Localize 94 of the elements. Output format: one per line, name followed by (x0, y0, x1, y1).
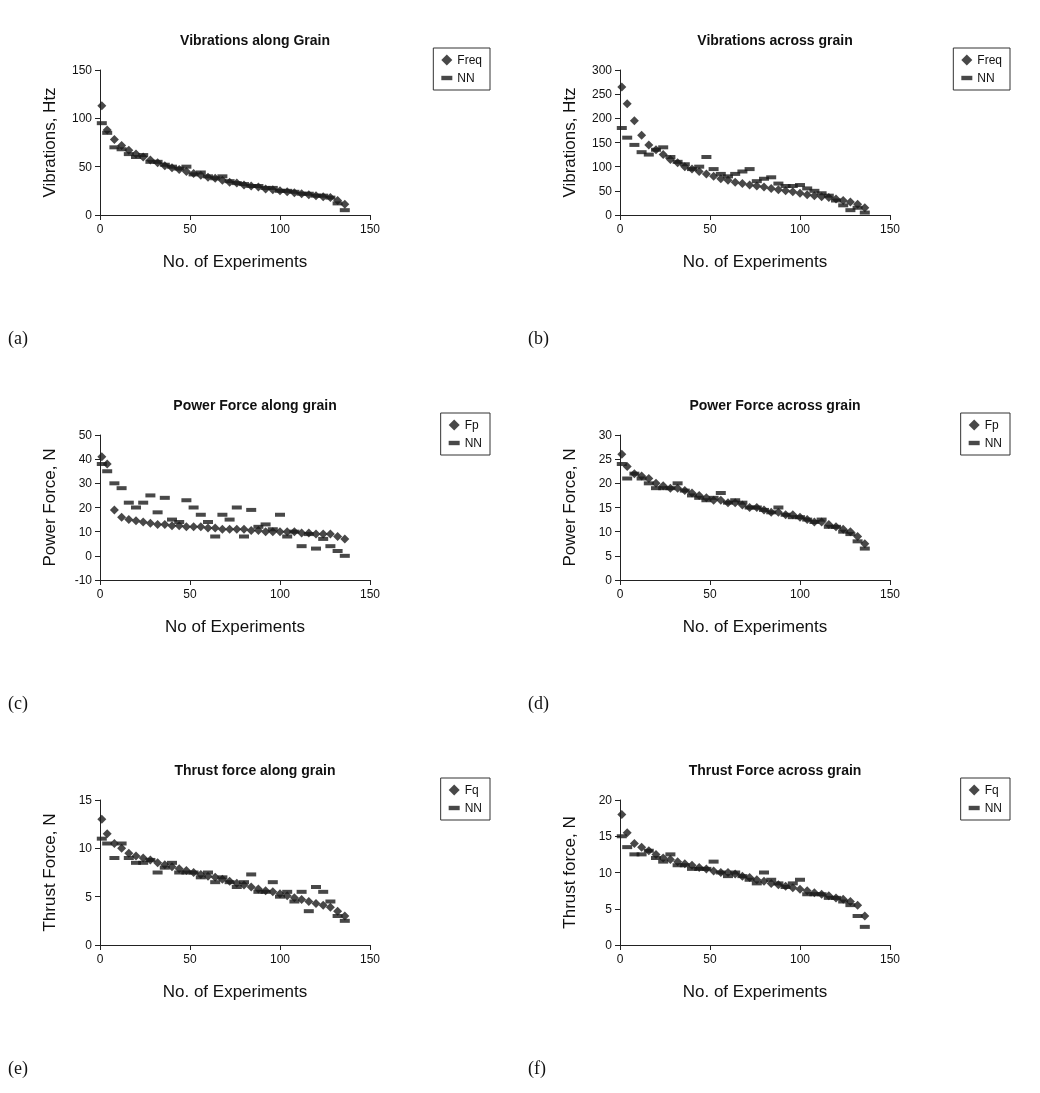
legend-label: NN (977, 71, 995, 85)
y-tick-label: 0 (85, 938, 93, 952)
y-tick-label: 0 (85, 548, 93, 563)
y-tick-label: 200 (591, 111, 613, 126)
y-tick-label: 300 (591, 63, 613, 77)
y-tick-label: 10 (78, 841, 93, 856)
legend-label: Freq (457, 53, 483, 67)
x-tick-label: 0 (616, 587, 624, 601)
chart-title: Thrust Force across grain (688, 762, 862, 778)
text: (c) (8, 693, 28, 714)
legend-label: Fp (984, 418, 999, 432)
y-axis-title: Thrust force, N (560, 816, 579, 929)
x-axis-title: No. of Experiments (682, 252, 828, 271)
x-tick-label: 50 (703, 222, 717, 236)
y-tick-label: -10 (74, 573, 93, 587)
chart-title: Vibrations along Grain (180, 32, 330, 48)
y-tick-label: 150 (591, 135, 613, 150)
x-axis-title: No. of Experiments (682, 617, 828, 636)
y-tick-label: 0 (605, 208, 613, 222)
y-tick-label: 0 (85, 208, 93, 222)
y-tick-label: 50 (78, 159, 93, 174)
x-tick-label: 150 (879, 587, 901, 601)
legend-label: NN (984, 801, 1003, 815)
y-tick-label: 5 (605, 901, 613, 916)
y-tick-label: 30 (78, 476, 93, 491)
legend-label: Fp (464, 418, 479, 432)
x-tick-label: 100 (269, 587, 291, 601)
x-tick-label: 0 (616, 952, 624, 966)
y-tick-label: 0 (605, 573, 613, 587)
y-tick-label: 20 (598, 476, 613, 491)
chart-title: Power Force across grain (689, 397, 861, 413)
x-tick-label: 0 (96, 222, 104, 236)
x-tick-label: 150 (359, 587, 381, 601)
chart-title: Thrust force along grain (174, 762, 336, 778)
y-tick-label: 25 (598, 452, 613, 467)
x-tick-label: 50 (703, 952, 717, 966)
x-tick-label: 0 (96, 952, 104, 966)
chart-title: Vibrations across grain (697, 32, 853, 48)
y-tick-label: 30 (598, 428, 613, 442)
x-tick-label: 50 (703, 587, 717, 601)
y-axis-title: Vibrations, Htz (560, 87, 579, 198)
text: (b) (528, 328, 549, 349)
y-tick-label: 20 (598, 793, 613, 807)
x-tick-label: 150 (879, 222, 901, 236)
text: (f) (528, 1058, 546, 1079)
y-axis-title: Thrust Force, N (40, 813, 59, 932)
legend-label: NN (464, 801, 483, 815)
y-tick-label: 40 (78, 452, 93, 467)
y-axis-title: Vibrations, Htz (40, 87, 59, 198)
y-tick-label: 15 (78, 793, 93, 807)
y-tick-label: 50 (78, 428, 93, 442)
y-tick-label: 10 (598, 865, 613, 880)
x-tick-label: 100 (789, 222, 811, 236)
legend-label: Fq (464, 783, 479, 797)
y-tick-label: 250 (591, 87, 613, 102)
y-axis-title: Power Force, N (40, 448, 59, 567)
x-axis-title: No. of Experiments (162, 982, 308, 1001)
x-tick-label: 100 (269, 952, 291, 966)
text: (d) (528, 693, 549, 714)
x-tick-label: 50 (183, 952, 197, 966)
x-axis-title: No. of Experiments (162, 252, 308, 271)
text: (e) (8, 1058, 28, 1079)
chart-title: Power Force along grain (173, 397, 337, 413)
x-tick-label: 100 (269, 222, 291, 236)
x-tick-label: 0 (616, 222, 624, 236)
legend-label: Fq (984, 783, 999, 797)
y-tick-label: 15 (598, 829, 613, 844)
y-tick-label: 15 (598, 500, 613, 515)
x-axis-title: No of Experiments (165, 617, 305, 636)
y-tick-label: 50 (598, 183, 613, 198)
y-tick-label: 100 (591, 159, 613, 174)
y-axis-title: Power Force, N (560, 448, 579, 567)
legend-label: NN (984, 436, 1003, 450)
text: (a) (8, 328, 28, 349)
x-tick-label: 100 (789, 587, 811, 601)
legend-label: Freq (977, 53, 1003, 67)
x-axis-title: No. of Experiments (682, 982, 828, 1001)
y-tick-label: 10 (598, 524, 613, 539)
y-tick-label: 5 (85, 889, 93, 904)
y-tick-label: 150 (71, 63, 93, 77)
x-tick-label: 150 (359, 222, 381, 236)
x-tick-label: 50 (183, 222, 197, 236)
x-tick-label: 150 (359, 952, 381, 966)
y-tick-label: 0 (605, 938, 613, 952)
x-tick-label: 150 (879, 952, 901, 966)
y-tick-label: 100 (71, 111, 93, 126)
y-tick-label: 5 (605, 548, 613, 563)
legend-label: NN (464, 436, 483, 450)
x-tick-label: 100 (789, 952, 811, 966)
x-tick-label: 50 (183, 587, 197, 601)
y-tick-label: 10 (78, 524, 93, 539)
legend-label: NN (457, 71, 475, 85)
x-tick-label: 0 (96, 587, 104, 601)
y-tick-label: 20 (78, 500, 93, 515)
